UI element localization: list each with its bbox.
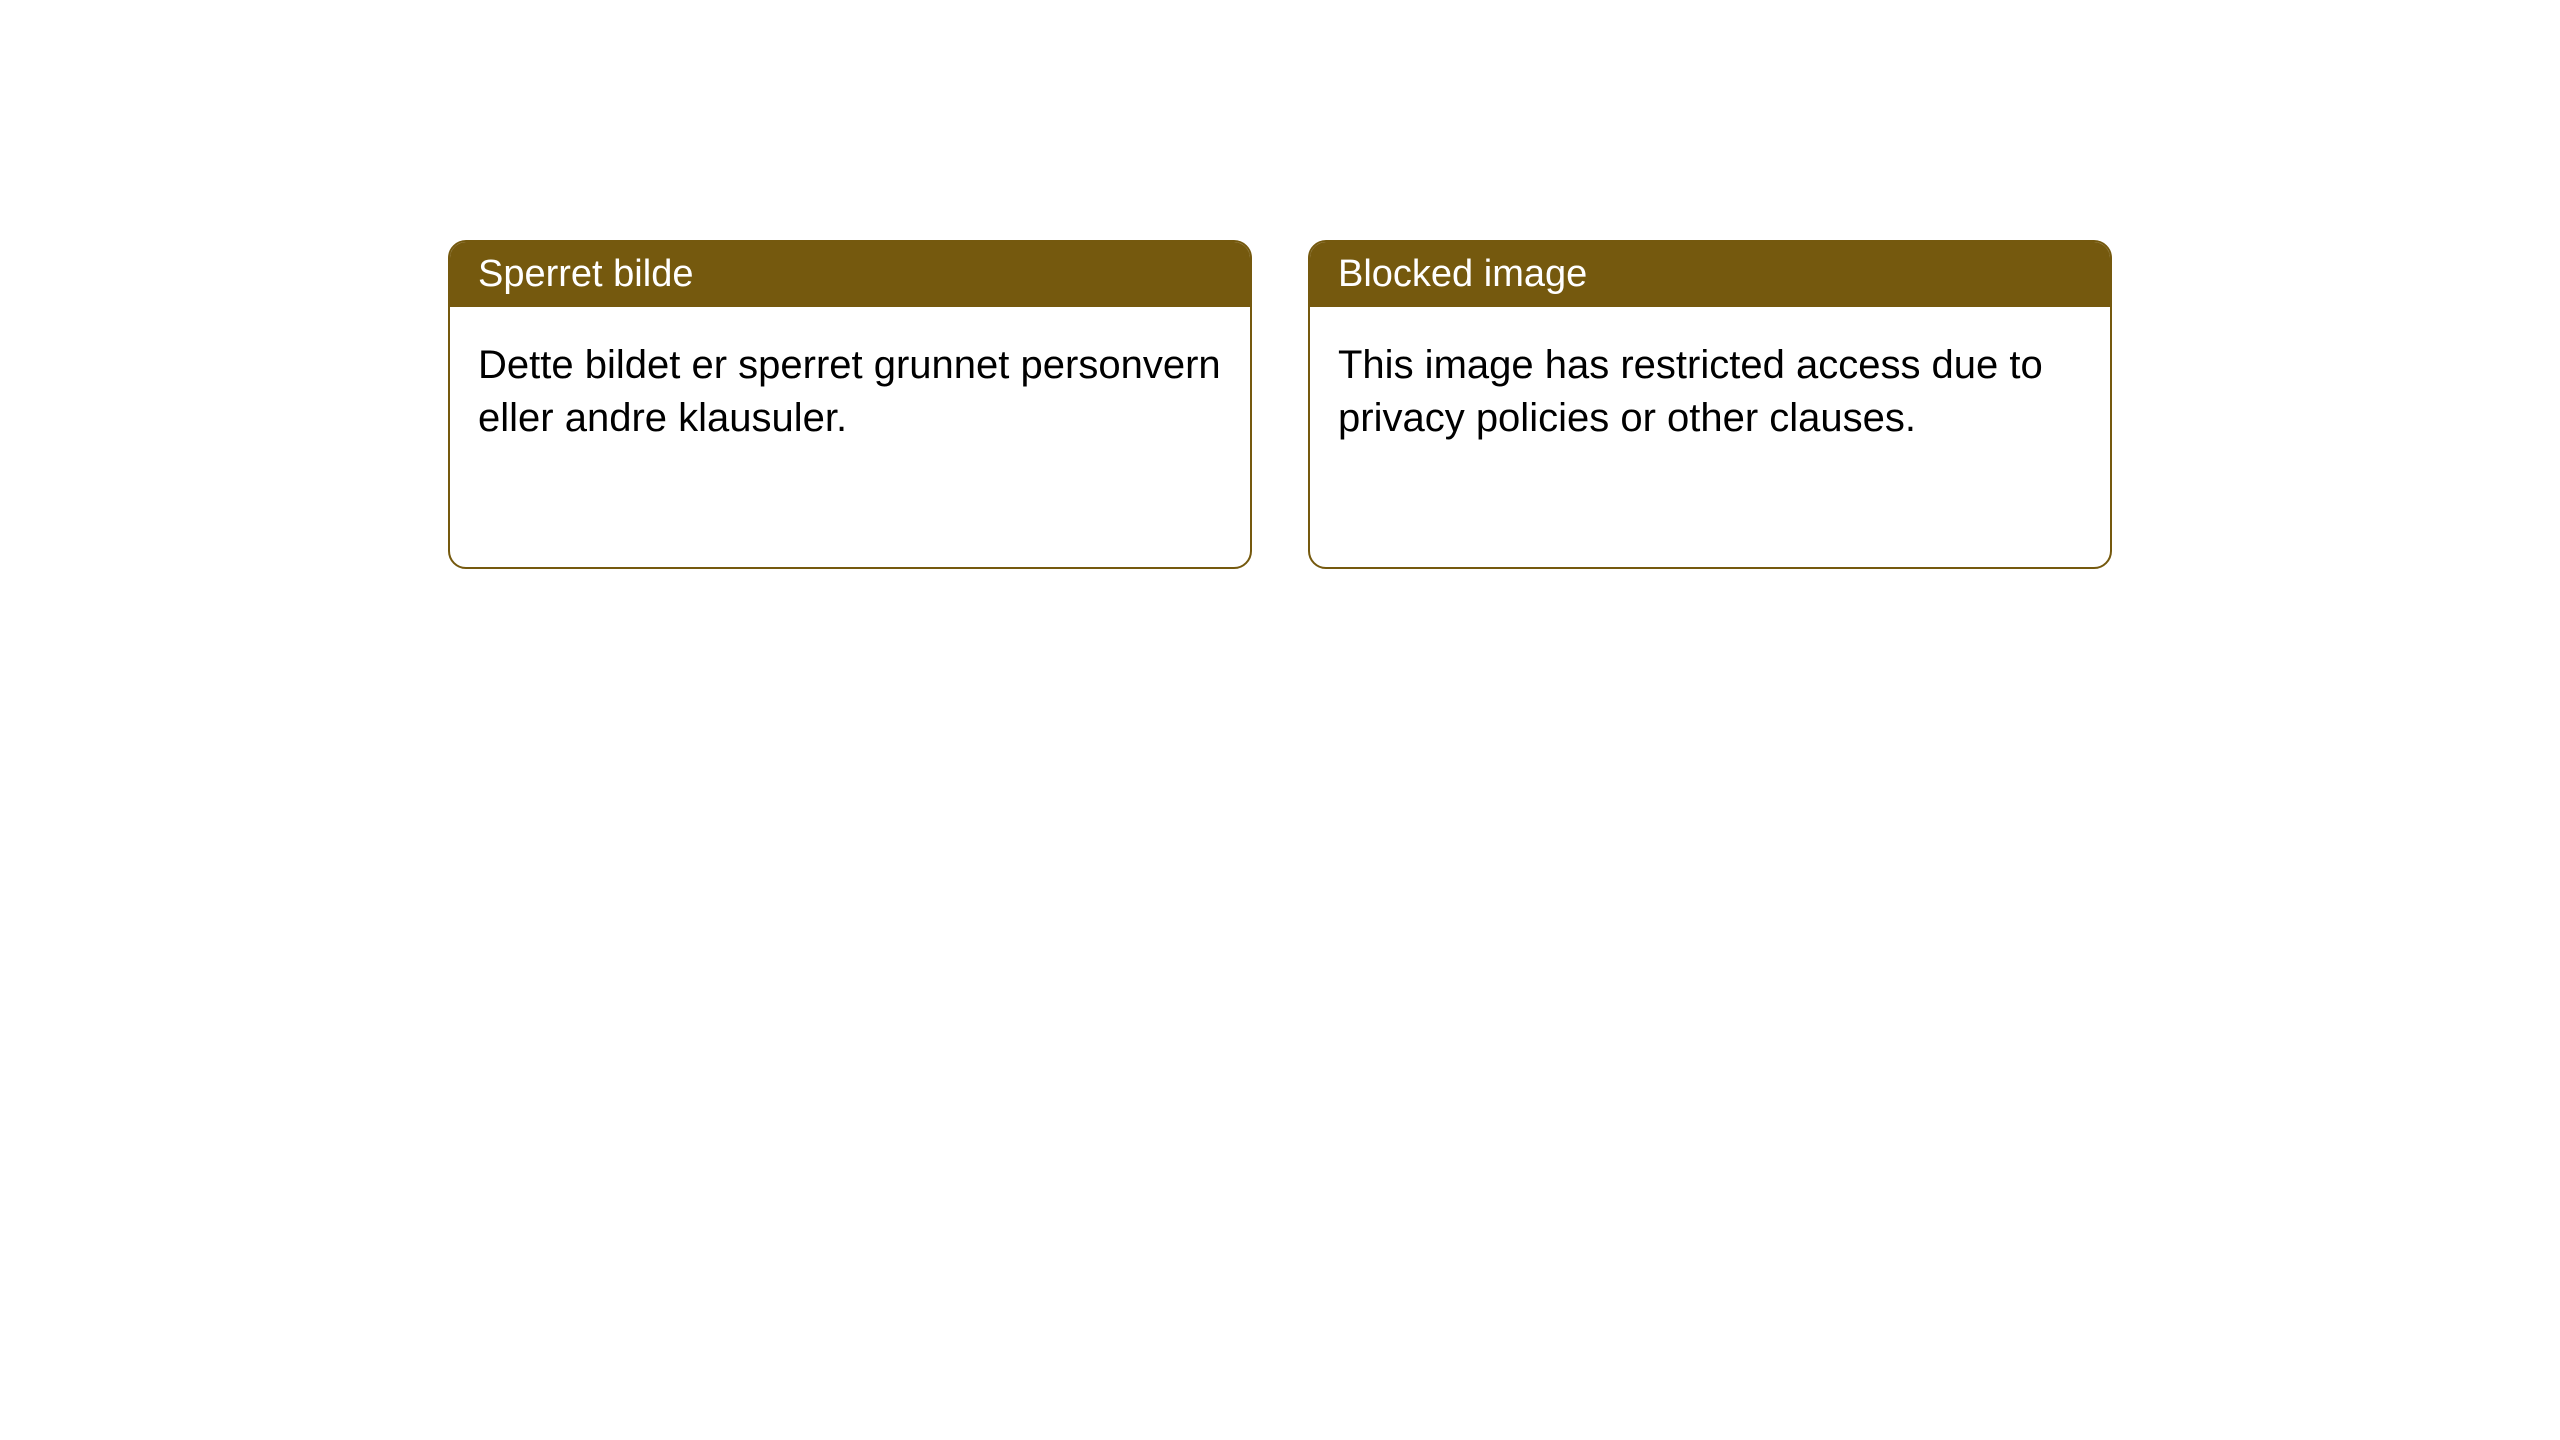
blocked-image-card-no: Sperret bilde Dette bildet er sperret gr… — [448, 240, 1252, 569]
notice-cards-container: Sperret bilde Dette bildet er sperret gr… — [448, 240, 2112, 569]
card-body: This image has restricted access due to … — [1310, 307, 2110, 567]
card-title: Blocked image — [1338, 253, 1587, 295]
card-header: Sperret bilde — [450, 242, 1250, 307]
card-message: This image has restricted access due to … — [1338, 343, 2043, 440]
card-title: Sperret bilde — [478, 253, 693, 295]
blocked-image-card-en: Blocked image This image has restricted … — [1308, 240, 2112, 569]
card-header: Blocked image — [1310, 242, 2110, 307]
card-message: Dette bildet er sperret grunnet personve… — [478, 343, 1221, 440]
card-body: Dette bildet er sperret grunnet personve… — [450, 307, 1250, 567]
